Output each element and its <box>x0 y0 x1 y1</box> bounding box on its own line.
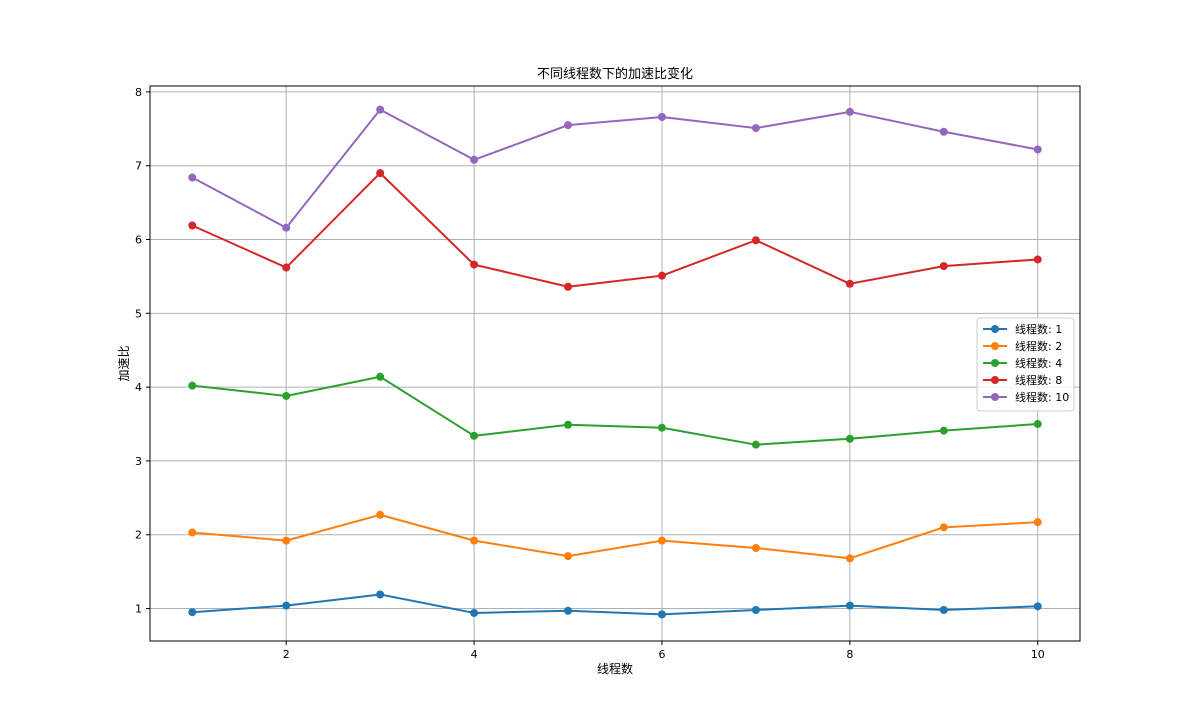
legend-item: 线程数: 4 <box>983 356 1062 370</box>
data-point <box>564 121 573 130</box>
data-point <box>845 107 854 116</box>
legend-item: 线程数: 10 <box>983 390 1069 404</box>
data-point <box>1033 602 1042 611</box>
x-axis-label: 线程数 <box>597 661 633 676</box>
data-point <box>939 606 948 615</box>
data-point <box>188 221 197 230</box>
data-point <box>1033 518 1042 527</box>
data-point <box>282 536 291 545</box>
data-point <box>845 554 854 563</box>
series-layer <box>188 105 1042 619</box>
data-point <box>657 536 666 545</box>
series-line <box>191 172 1038 288</box>
data-point <box>282 263 291 272</box>
series-line <box>191 108 1038 229</box>
y-tick-label: 5 <box>135 307 142 320</box>
data-point <box>845 601 854 610</box>
y-tick-label: 2 <box>135 529 142 542</box>
x-tick-label: 6 <box>658 648 665 661</box>
legend-label: 线程数: 2 <box>1015 339 1062 353</box>
data-point <box>939 127 948 136</box>
data-point <box>470 431 479 440</box>
data-point <box>751 236 760 245</box>
legend-label: 线程数: 8 <box>1015 373 1062 387</box>
data-point <box>845 434 854 443</box>
data-point <box>564 420 573 429</box>
data-point <box>564 552 573 561</box>
data-point <box>657 271 666 280</box>
data-point <box>751 544 760 553</box>
legend-item: 线程数: 2 <box>983 339 1062 353</box>
data-point <box>188 381 197 390</box>
data-point <box>376 105 385 114</box>
data-point <box>376 372 385 381</box>
legend-item: 线程数: 1 <box>983 322 1062 336</box>
y-tick-label: 1 <box>135 603 142 616</box>
data-point <box>1033 145 1042 154</box>
data-point <box>751 606 760 615</box>
series-3 <box>188 372 1042 449</box>
y-tick-label: 6 <box>135 234 142 247</box>
legend-swatch-marker <box>991 325 999 333</box>
series-1 <box>188 590 1042 619</box>
series-2 <box>188 510 1042 563</box>
legend-swatch-marker <box>991 359 999 367</box>
data-point <box>470 155 479 164</box>
data-point <box>188 173 197 182</box>
data-point <box>470 536 479 545</box>
data-point <box>657 423 666 432</box>
series-4 <box>188 169 1042 291</box>
legend-label: 线程数: 10 <box>1015 390 1069 404</box>
data-point <box>564 282 573 291</box>
data-point <box>657 610 666 619</box>
legend-box <box>976 317 1075 412</box>
data-point <box>1033 255 1042 264</box>
x-tick-label: 8 <box>846 648 853 661</box>
series-line <box>192 593 1038 616</box>
y-tick-label: 4 <box>135 381 142 394</box>
data-point <box>376 169 385 178</box>
data-point <box>1033 420 1042 429</box>
data-point <box>470 608 479 617</box>
series-line <box>192 375 1038 446</box>
x-tick-label: 4 <box>471 648 478 661</box>
y-tick-label: 8 <box>135 86 142 99</box>
data-point <box>751 124 760 133</box>
y-axis-label: 加速比 <box>117 345 131 381</box>
data-point <box>939 426 948 435</box>
y-tick-label: 7 <box>135 160 142 173</box>
legend-label: 线程数: 1 <box>1015 322 1062 336</box>
data-point <box>939 523 948 532</box>
data-point <box>751 440 760 449</box>
legend-swatch-marker <box>991 393 999 401</box>
plot-area-frame <box>149 85 1081 642</box>
legend-swatch-marker <box>991 376 999 384</box>
data-point <box>470 260 479 269</box>
legend-label: 线程数: 4 <box>1015 356 1062 370</box>
data-point <box>282 601 291 610</box>
data-point <box>376 510 385 519</box>
y-tick-label: 3 <box>135 455 142 468</box>
x-tick-label: 2 <box>283 648 290 661</box>
legend-item: 线程数: 8 <box>983 373 1062 387</box>
data-point <box>657 112 666 121</box>
legend-swatch-marker <box>991 342 999 350</box>
x-tick-label: 10 <box>1031 648 1045 661</box>
data-point <box>282 391 291 400</box>
chart-title: 不同线程数下的加速比变化 <box>537 66 693 82</box>
data-point <box>188 528 197 537</box>
grid-lines <box>150 86 1080 641</box>
data-point <box>845 279 854 288</box>
data-point <box>376 590 385 599</box>
series-line <box>192 513 1038 560</box>
series-5 <box>188 105 1042 232</box>
legend: 线程数: 1 线程数: 2 线程数: 4 线程数: 8 线程数: 10 <box>976 317 1075 412</box>
data-point <box>282 223 291 232</box>
data-point <box>188 608 197 617</box>
data-point <box>939 262 948 271</box>
data-point <box>564 606 573 615</box>
